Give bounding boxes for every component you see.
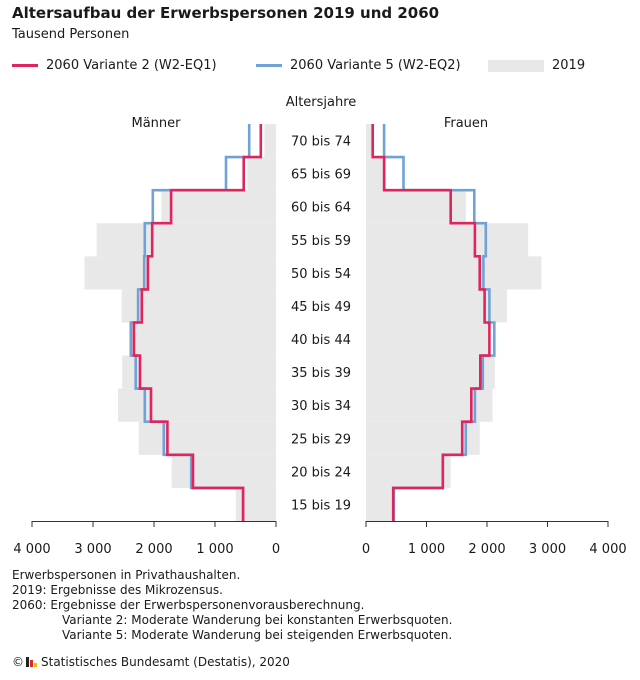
x-tick-label-maenner: 2 000 bbox=[135, 542, 172, 557]
age-group-label: 35 bis 39 bbox=[291, 366, 351, 381]
bar-2019-maenner bbox=[118, 388, 276, 422]
panel-label-frauen: Frauen bbox=[444, 116, 488, 131]
bar-2019-maenner bbox=[122, 355, 276, 389]
note-line-5: Variante 5: Moderate Wanderung bei steig… bbox=[62, 628, 453, 642]
age-group-label: 30 bis 34 bbox=[291, 399, 351, 414]
x-tick-label-maenner: 4 000 bbox=[13, 542, 50, 557]
x-tick-label-maenner: 1 000 bbox=[196, 542, 233, 557]
source-line: © Statistisches Bundesamt (Destatis), 20… bbox=[12, 655, 290, 669]
legend-item-v5: 2060 Variante 5 (W2-EQ2) bbox=[256, 58, 461, 73]
x-tick-label-frauen: 1 000 bbox=[408, 542, 445, 557]
legend-label-v2: 2060 Variante 2 (W2-EQ1) bbox=[46, 58, 217, 73]
x-tick-label-frauen: 2 000 bbox=[468, 542, 505, 557]
age-group-label: 15 bis 19 bbox=[291, 498, 351, 513]
age-group-label: 60 bis 64 bbox=[291, 201, 351, 216]
bar-2019-frauen bbox=[366, 421, 480, 455]
note-line-3: 2060: Ergebnisse der Erwerbspersonenvora… bbox=[12, 598, 365, 612]
destatis-logo-icon bbox=[26, 657, 38, 667]
legend-label-v5: 2060 Variante 5 (W2-EQ2) bbox=[290, 58, 461, 73]
x-tick-label-frauen: 0 bbox=[362, 542, 370, 557]
copyright-symbol: © bbox=[12, 655, 24, 669]
age-group-label: 20 bis 24 bbox=[291, 465, 351, 480]
bar-2019-maenner bbox=[121, 289, 276, 323]
bar-2019-frauen bbox=[366, 256, 542, 290]
x-tick-label-maenner: 3 000 bbox=[74, 542, 111, 557]
x-tick-label-maenner: 0 bbox=[272, 542, 280, 557]
bar-2019-maenner bbox=[235, 487, 276, 521]
age-group-label: 25 bis 29 bbox=[291, 432, 351, 447]
bar-2019-maenner bbox=[84, 256, 277, 290]
bar-2019-maenner bbox=[247, 157, 276, 191]
bar-2019-frauen bbox=[366, 388, 493, 422]
series-line-v2-maenner bbox=[132, 124, 263, 521]
bar-2019-maenner bbox=[264, 124, 276, 158]
bar-2019-frauen bbox=[366, 124, 374, 158]
x-tick-label-frauen: 3 000 bbox=[529, 542, 566, 557]
bar-2019-frauen bbox=[366, 322, 491, 356]
note-line-1: Erwerbspersonen in Privathaushalten. bbox=[12, 568, 241, 582]
age-group-label: 65 bis 69 bbox=[291, 168, 351, 183]
chart-subtitle: Tausend Personen bbox=[12, 27, 130, 42]
age-group-label: 55 bis 59 bbox=[291, 234, 351, 249]
age-group-label: 50 bis 54 bbox=[291, 267, 351, 282]
bar-2019-maenner bbox=[96, 223, 276, 257]
age-group-label: 40 bis 44 bbox=[291, 333, 351, 348]
footnotes: Erwerbspersonen in Privathaushalten. 201… bbox=[12, 568, 452, 643]
bar-2019-frauen bbox=[366, 157, 386, 191]
bar-2019-frauen bbox=[366, 223, 529, 257]
legend-item-2019: 2019 bbox=[488, 58, 585, 73]
source-text: Statistisches Bundesamt (Destatis), 2020 bbox=[41, 655, 290, 669]
note-line-2: 2019: Ergebnisse des Mikrozensus. bbox=[12, 583, 223, 597]
age-group-label: 70 bis 74 bbox=[291, 135, 351, 150]
panel-label-maenner: Männer bbox=[131, 116, 181, 131]
bar-2019-maenner bbox=[161, 190, 276, 224]
legend-swatch-2019 bbox=[488, 59, 544, 72]
bar-2019-frauen bbox=[366, 454, 451, 488]
bar-2019-frauen bbox=[366, 487, 394, 521]
legend-label-2019: 2019 bbox=[552, 58, 586, 73]
bar-2019-maenner bbox=[130, 322, 276, 356]
series-line-v2-frauen bbox=[371, 124, 491, 521]
age-group-label: 45 bis 49 bbox=[291, 300, 351, 315]
bar-2019-maenner bbox=[171, 454, 276, 488]
bar-2019-frauen bbox=[366, 190, 466, 224]
age-axis-title: Altersjahre bbox=[286, 95, 357, 110]
bar-2019-maenner bbox=[138, 421, 276, 455]
legend-swatch-v2 bbox=[12, 64, 38, 67]
x-tick-label-frauen: 4 000 bbox=[589, 542, 626, 557]
legend-swatch-v5 bbox=[256, 64, 282, 67]
note-line-4: Variante 2: Moderate Wanderung bei konst… bbox=[62, 613, 453, 627]
legend-item-v2: 2060 Variante 2 (W2-EQ1) bbox=[12, 58, 217, 73]
bar-2019-frauen bbox=[366, 355, 495, 389]
legend: 2060 Variante 2 (W2-EQ1) 2060 Variante 5… bbox=[12, 58, 632, 78]
chart-title: Altersaufbau der Erwerbspersonen 2019 un… bbox=[12, 4, 440, 22]
